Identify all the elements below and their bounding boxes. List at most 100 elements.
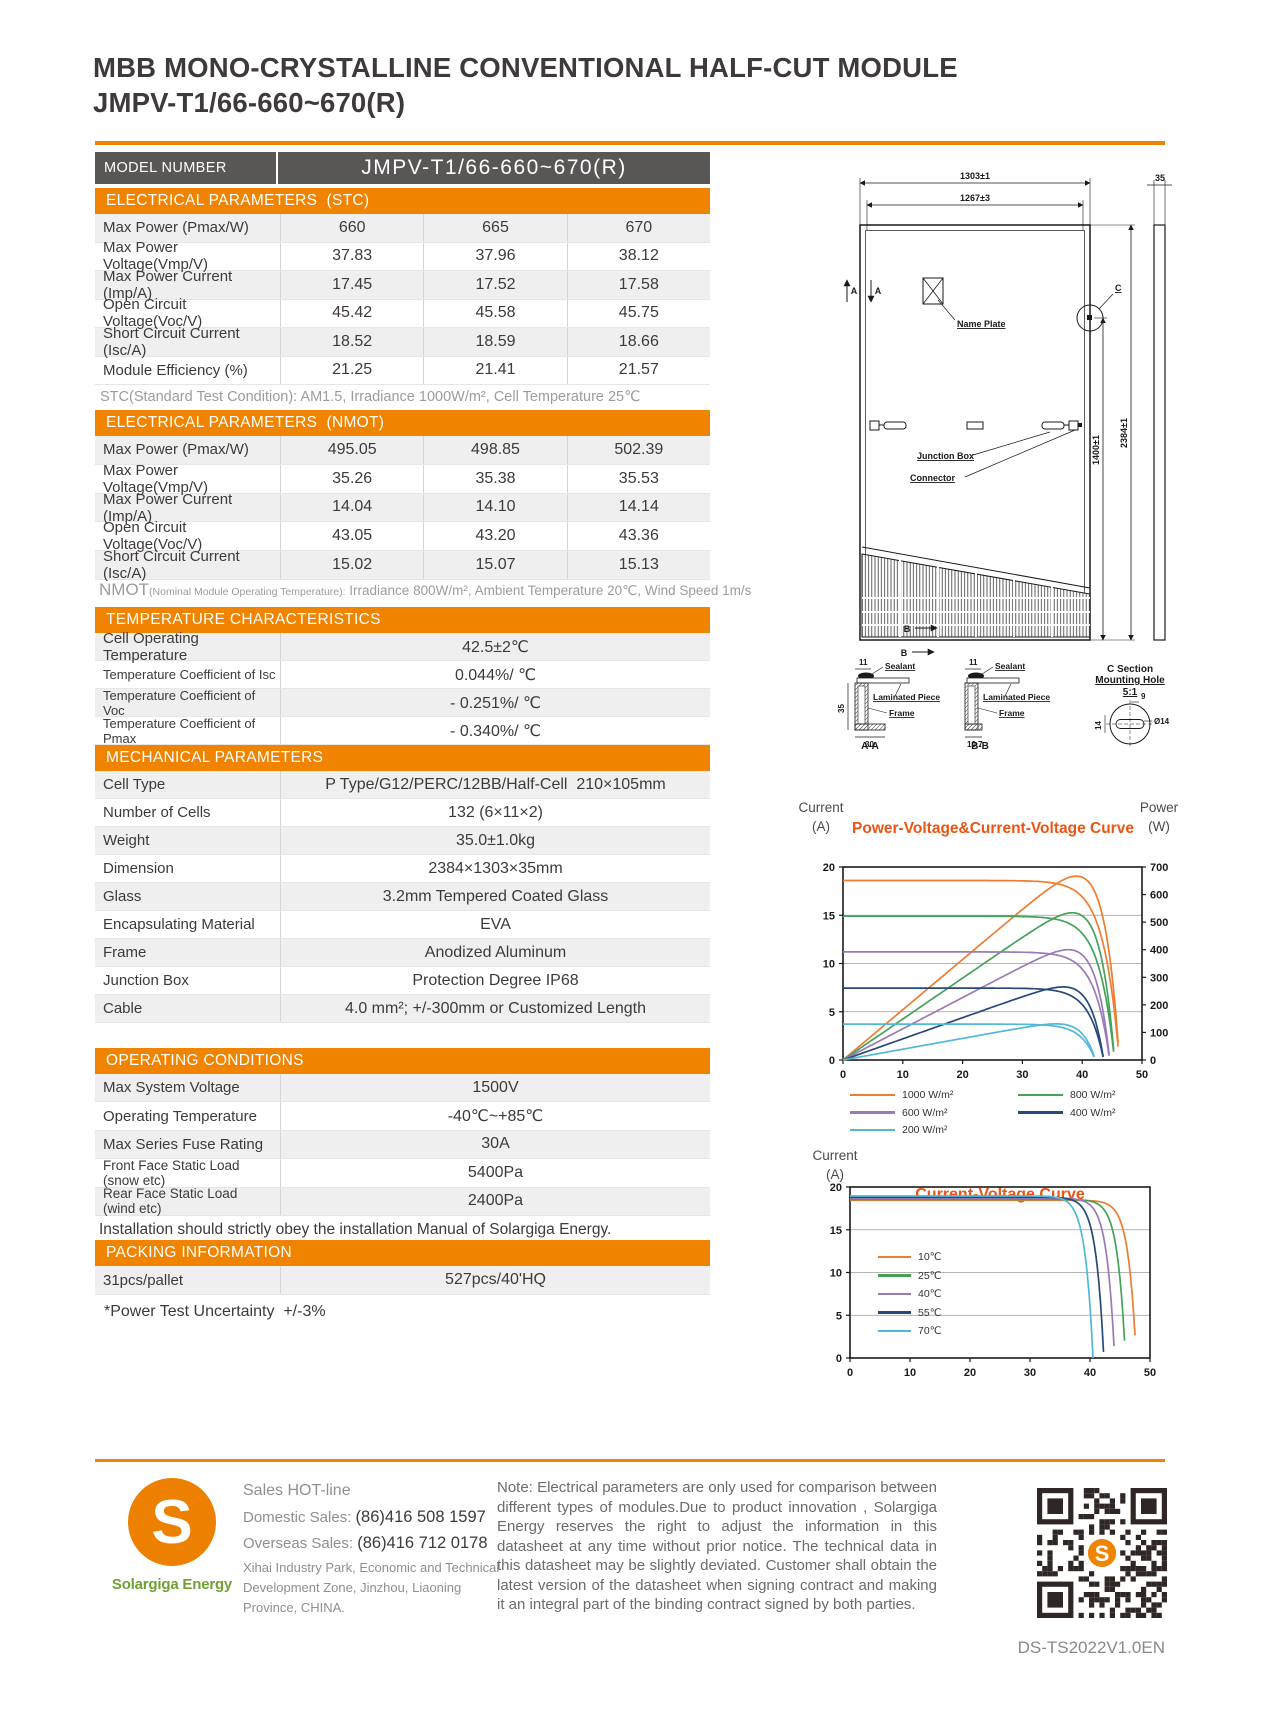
pv-iv-curve-chart: 0 10 20 30 40 5005101520010020030040050060070…: [823, 862, 1169, 1081]
section-header-stc: ELECTRICAL PARAMETERS (STC): [95, 188, 710, 214]
row-value: 18.59: [423, 328, 566, 356]
table-row: Open Circuit Voltage(Voc/V) 43.05 43.20 43.…: [95, 519, 710, 553]
legend-label: 40℃: [918, 1288, 942, 1300]
row-label: Glass: [95, 883, 281, 910]
table-row: Max Power Voltage(Vmp/V) 37.83 37.96 38.12: [95, 239, 710, 273]
row-value: 35.53: [566, 464, 710, 493]
row-value: 18.52: [332, 332, 373, 350]
table-row: Max Series Fuse Rating 30A: [95, 1130, 710, 1160]
row-label: Module Efficiency (%): [95, 356, 281, 384]
bb-sealant-label: Sealant: [995, 661, 1025, 671]
pv-curve: [842, 911, 1115, 1061]
legend-label: 55℃: [918, 1306, 942, 1319]
row-value: 660: [338, 218, 366, 236]
front-view: [843, 178, 1172, 656]
row-value: 2400Pa: [467, 1192, 524, 1210]
legend-swatch: [878, 1329, 911, 1333]
iv-curve: [850, 1195, 1094, 1359]
table-row: Max Power Voltage(Vmp/V) 35.26 35.38 35.53: [95, 462, 710, 496]
row-value: -40℃~+85℃: [447, 1108, 544, 1126]
chart2-yleft-label: Current: [812, 1148, 858, 1163]
c-dim-phi14: Ø14: [1154, 717, 1170, 726]
hotline-label: Sales HOT-line: [243, 1482, 351, 1499]
row-value: 14.10: [423, 493, 566, 522]
table-row: Max Power (Pmax/W) 660 665 670: [95, 214, 710, 243]
row-label: Max Power Voltage(Vmp/V): [95, 239, 281, 273]
stc-note: STC(Standard Test Condition): AM1.5, Irr…: [100, 389, 641, 405]
chart1-yright-label: Power: [1139, 800, 1179, 815]
table-row: 31pcs/pallet 527pcs/40'HQ: [95, 1266, 710, 1295]
table-row: Encapsulating Material EVA: [95, 911, 710, 939]
legend-label: 400 W/m²: [1070, 1106, 1116, 1119]
row-value: 15.02: [332, 556, 373, 574]
legend-label: 25℃: [918, 1269, 942, 1282]
svg-text:300: 300: [1150, 972, 1168, 984]
legend-item: 800 W/m²: [1018, 1089, 1116, 1101]
c-dim-14: 14: [1094, 721, 1103, 730]
name-plate-label: Name Plate: [957, 319, 1006, 329]
table-row: Cell Operating Temperature 42.5±2℃: [95, 630, 710, 664]
nmot-note-small: (Nominal Module Operating Temperature):: [149, 586, 346, 598]
aa-frame-label: Frame: [889, 708, 915, 718]
svg-text:10: 10: [904, 1367, 916, 1379]
row-label: Weight: [95, 827, 281, 854]
row-label: Cell Type: [95, 771, 281, 798]
chart2-legend: 10℃ 25℃ 40℃ 55℃ 70℃: [878, 1251, 998, 1351]
row-label: Rear Face Static Load (wind etc): [95, 1186, 281, 1216]
svg-text:500: 500: [1150, 917, 1168, 929]
legend-item: 40℃: [878, 1288, 941, 1300]
svg-text:30: 30: [1024, 1367, 1036, 1379]
legend-swatch: [850, 1111, 895, 1114]
installation-note: Installation should strictly obey the in…: [99, 1221, 612, 1238]
address-line-1: Xihai Industry Park, Economic and Techni…: [243, 1560, 500, 1575]
row-label: Max System Voltage: [95, 1074, 281, 1102]
iv-curve: [843, 915, 1115, 1052]
row-label: 31pcs/pallet: [95, 1266, 281, 1294]
legend-item: 25℃: [878, 1270, 941, 1282]
dim-1400-label: 1400±1: [1091, 435, 1101, 465]
legend-label: 200 W/m²: [902, 1124, 948, 1136]
row-value: 18.66: [566, 328, 710, 356]
svg-text:20: 20: [823, 862, 835, 874]
aa-caption: A-A: [861, 741, 879, 750]
legend-item: 200 W/m²: [850, 1124, 948, 1136]
row-label: Operating Temperature: [95, 1102, 281, 1130]
section-b-label-1: B: [904, 624, 911, 634]
row-value: 42.5±2℃: [462, 638, 529, 656]
svg-text:10: 10: [830, 1268, 842, 1280]
divider-top: [95, 141, 1165, 145]
divider-bottom: [95, 1459, 1165, 1462]
module-technical-drawing: 1303±1 1267±3 35 Name Plate A A C 1400±1…: [837, 171, 1172, 750]
table-row: Open Circuit Voltage(Voc/V) 45.42 45.58 45.…: [95, 296, 710, 330]
domestic-sales-label: Domestic Sales:: [243, 1509, 356, 1526]
nmot-note-prefix: NMOT: [99, 580, 150, 599]
row-value: 21.25: [332, 361, 373, 379]
aa-sealant-label: Sealant: [885, 661, 915, 671]
address-line-2: Development Zone, Jinzhou, Liaoning: [243, 1580, 462, 1595]
svg-text:10: 10: [897, 1069, 909, 1081]
legend-swatch: [878, 1255, 911, 1259]
svg-text:20: 20: [830, 1182, 842, 1194]
row-label: Frame: [95, 939, 281, 966]
bb-dim-11: 11: [969, 658, 978, 667]
legend-item: 55℃: [878, 1307, 941, 1319]
chart2-yleft-title: Current (A): [800, 1146, 870, 1184]
aa-dim-30: 30: [865, 740, 874, 749]
table-row: Rear Face Static Load (wind etc) 2400Pa: [95, 1186, 710, 1216]
row-label: Encapsulating Material: [95, 911, 281, 938]
legend-swatch: [1018, 1111, 1063, 1114]
row-label: Cell Operating Temperature: [95, 630, 281, 664]
section-aa: [847, 666, 910, 738]
row-value: 38.12: [566, 242, 710, 270]
table-row: Operating Temperature -40℃~+85℃: [95, 1102, 710, 1131]
row-label: Max Power (Pmax/W): [95, 436, 281, 464]
logo-letter: S: [151, 1487, 193, 1557]
bb-laminated-label: Laminated Piece: [983, 692, 1050, 702]
overseas-sales-number: (86)416 712 0178: [357, 1534, 488, 1552]
row-label: Dimension: [95, 855, 281, 882]
row-value: 30A: [481, 1135, 510, 1153]
page-title: MBB MONO-CRYSTALLINE CONVENTIONAL HALF-C…: [93, 50, 958, 120]
legend-swatch: [878, 1311, 911, 1314]
junction-box-label: Junction Box: [917, 451, 974, 461]
table-row: Front Face Static Load (snow etc) 5400Pa: [95, 1158, 710, 1188]
